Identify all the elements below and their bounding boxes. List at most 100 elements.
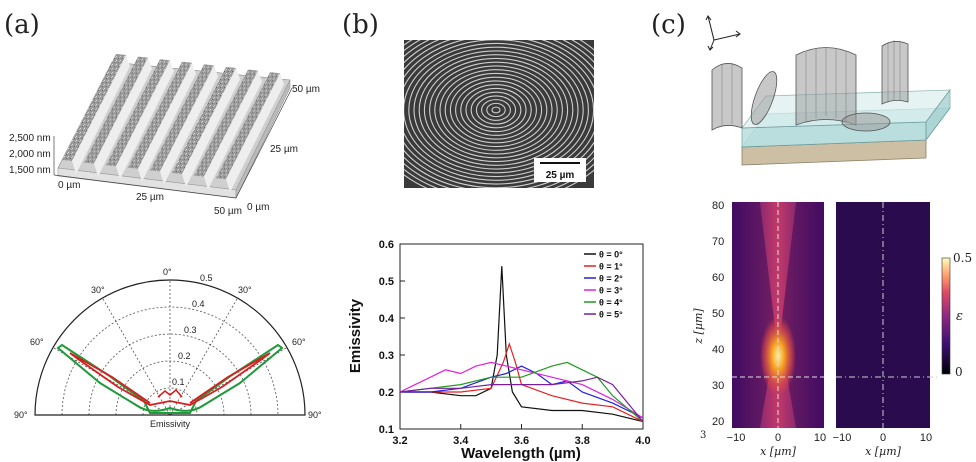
ring [444,72,548,148]
series-line-4 [399,361,644,423]
y-tick-25: 25 µm [270,144,298,155]
ring [404,42,589,178]
ring [455,80,537,140]
scale-bar-line [540,162,580,164]
right-x-tick-10: 10 [920,432,932,444]
x-tick-label: 3.6 [514,435,529,447]
ring [449,76,543,144]
axis-arrows-icon [705,15,741,51]
ring [429,61,563,159]
legend-label-3: θ = 3° [599,286,623,296]
colorbar-max: 0.5 [953,251,972,265]
z-tick-1500: 1,500 nm [9,165,51,176]
grating-ridges [62,54,284,193]
x-tick-0: 0 µm [58,180,80,191]
legend-label-1: θ = 1° [599,262,623,272]
ring [423,57,569,163]
y-tick-label: 0.6 [379,239,394,251]
left-heatmap-xlabel: x [µm] [760,445,797,458]
z-tick-60: 60 [712,272,724,284]
z-tick-70: 70 [712,236,724,248]
radial-label-02: 0.2 [178,351,191,361]
metasurface-schematic [705,15,951,166]
series-line-2 [400,365,644,419]
colorbar [941,257,951,375]
right-x-tick-0: 0 [880,432,886,444]
radial-label-05: 0.5 [200,273,213,283]
emissivity-line-chart: 3.2 3.4 3.6 3.8 4.0 0.1 0.2 0.3 0.4 0.5 0.6 θ = 0°… [347,239,651,462]
colorbar-label: ε [956,309,963,324]
angle-label-90-left: 90° [14,410,28,420]
field-heatmaps: 80 70 60 50 40 30 20 z [µm] 3 −10 0 10 −… [692,200,972,458]
chart-ylabel: Emissivity [347,298,364,373]
panel-label-b: (b) [342,10,379,40]
ring [475,95,517,125]
polar-outer-arc [34,279,306,416]
concentric-rings-image: 25 µm [404,40,594,188]
angle-label-0: 0° [163,267,172,277]
z-tick-40: 40 [712,344,724,356]
ring [404,40,594,185]
z-tick-50: 50 [712,308,724,320]
ring [413,50,579,170]
ring [408,46,584,174]
z-tick-2000: 2,000 nm [9,149,51,160]
angle-label-90-right: 90° [308,410,322,420]
y-tick-label: 0.5 [379,276,394,288]
legend-label-5: θ = 5° [599,310,623,320]
right-heatmap-xlabel: x [µm] [865,445,902,458]
series-line-0 [400,266,644,423]
heatmap-ylabel: z [µm] [692,308,705,345]
chart-xlabel: Wavelength (µm) [461,445,581,462]
ring [404,40,594,188]
z-tick-2500: 2,500 nm [9,133,51,144]
angle-label-30-right: 30° [238,285,252,295]
radial-label-04: 0.4 [192,299,205,309]
left-x-tick-0: 0 [775,432,781,444]
polar-caption: Emissivity [150,419,190,429]
ring [439,69,553,151]
ring [460,84,532,136]
polar-curve-green [56,343,284,414]
ring [486,102,506,118]
x-tick-label: 3.2 [392,435,407,447]
ring [404,40,594,181]
y-tick-0: 0 µm [247,202,269,213]
polar-curve-red [69,352,271,406]
z-tick-30: 30 [712,380,724,392]
y-tick-label: 0.3 [379,350,394,362]
series-line-1 [400,341,644,423]
right-x-tick-neg10: −10 [833,432,852,444]
left-x-tick-neg10: −10 [727,432,746,444]
ring [465,87,527,133]
y-tick-label: 0.1 [379,424,394,436]
angle-label-30-left: 30° [91,285,105,295]
angle-label-60-right: 60° [292,337,306,347]
radial-label-01: 0.1 [172,377,185,387]
angle-label-60-left: 60° [30,337,44,347]
ring [491,106,501,114]
z-tick-80: 80 [712,200,724,212]
radial-label-03: 0.3 [184,325,197,335]
grating-surface-plot: 2,500 nm 2,000 nm 1,500 nm 0 µm 25 µm 50… [9,54,320,217]
ring [434,65,558,155]
x-tick-label: 3.4 [453,435,469,447]
panel-label-a: (a) [4,10,40,40]
polar-center-blip [157,388,183,398]
polar-grid [52,280,288,416]
x-tick-25: 25 µm [136,192,164,203]
ring [481,99,511,121]
series-line-3 [399,361,644,419]
y-tick-label: 0.2 [379,387,394,399]
ring [470,91,522,129]
series-line-5 [399,376,644,422]
panel-label-c: (c) [651,10,686,40]
legend-label-4: θ = 4° [599,298,623,308]
y-tick-label: 0.4 [379,313,395,325]
x-tick-50: 50 µm [214,206,242,217]
y-tick-50: 50 µm [292,84,320,95]
stray-tick: 3 [700,430,706,441]
ring [418,54,574,166]
x-tick-label: 3.8 [575,435,590,447]
polar-emissivity-plot: 0° 30° 30° 60° 60° 90° 90° 0.5 0.4 0.3 0… [14,267,322,429]
